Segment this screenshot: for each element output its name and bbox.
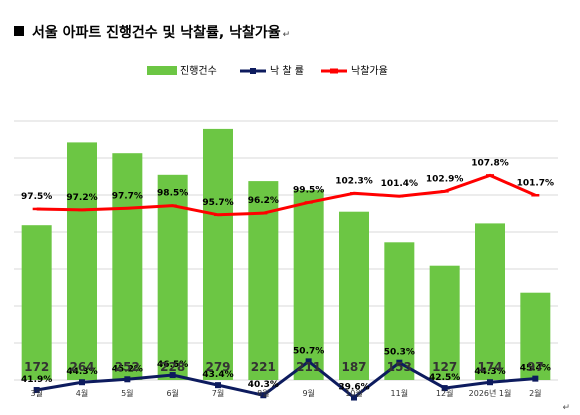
bar-label-3: 228: [160, 360, 185, 374]
win-rate-point-8: [396, 359, 403, 366]
x-tick-label-1: 4월: [76, 388, 88, 398]
price-rate-label-0: 97.5%: [21, 192, 52, 202]
win-rate-label-2: 45.2%: [112, 364, 143, 374]
bar-label-11: 97: [527, 360, 544, 374]
chart-title: 서울 아파트 진행건수 및 낙찰률, 낙찰가율 ↵: [14, 22, 290, 42]
bar-6: [293, 190, 324, 380]
win-rate-point-9: [441, 385, 448, 392]
bar-label-8: 153: [387, 360, 412, 374]
win-rate-point-7: [351, 394, 357, 401]
legend-label-win-rate: 낙 찰 률: [270, 65, 304, 77]
win-rate-point-0: [33, 387, 40, 394]
x-tick-label-0: 3월: [30, 388, 42, 398]
win-rate-point-5: [260, 392, 267, 399]
win-rate-label-5: 40.3%: [248, 380, 279, 390]
bar-label-9: 127: [432, 360, 457, 374]
win-rate-point-2: [124, 376, 131, 383]
win-rate-label-3: 46.5%: [157, 360, 188, 370]
win-rate-point-11: [532, 375, 539, 382]
x-tick-label-3: 6월: [166, 388, 178, 398]
bar-label-7: 187: [341, 360, 366, 374]
win-rate-label-4: 43.4%: [202, 370, 233, 380]
win-rate-point-4: [215, 382, 221, 389]
price-rate-label-6: 99.5%: [293, 185, 324, 195]
win-rate-point-1: [79, 379, 85, 386]
bar-9: [429, 265, 460, 380]
price-rate-label-4: 95.7%: [202, 198, 233, 208]
bar-label-10: 174: [477, 360, 502, 374]
title-text: 서울 아파트 진행건수 및 낙찰률, 낙찰가율: [32, 25, 281, 41]
bar-1: [67, 142, 97, 380]
price-rate-label-2: 97.7%: [112, 191, 143, 201]
bar-4: [203, 128, 233, 380]
price-rate-label-7: 102.3%: [335, 176, 373, 186]
price-rate-label-8: 101.4%: [381, 179, 419, 189]
bar-7: [339, 211, 369, 380]
bar-2: [112, 153, 143, 380]
price-rate-label-9: 102.9%: [426, 174, 464, 184]
x-tick-label-2: 5월: [121, 388, 133, 398]
footer-paragraph-mark-icon: ↵: [562, 403, 570, 413]
win-rate-label-8: 50.3%: [384, 348, 415, 358]
bar-8: [384, 242, 415, 380]
win-rate-label-7: 39.6%: [338, 383, 369, 393]
bar-label-1: 264: [69, 360, 94, 374]
x-tick-label-6: 9월: [302, 388, 314, 398]
win-rate-label-10: 44.3%: [474, 367, 505, 377]
x-tick-label-10: 2026년 1월: [469, 388, 512, 398]
bar-11: [520, 292, 551, 380]
bar-0: [21, 225, 52, 380]
win-rate-point-6: [305, 358, 312, 365]
x-tick-label-11: 2월: [529, 388, 541, 398]
x-tick-label-9: 12월: [436, 388, 454, 398]
title-bullet-icon: [14, 26, 24, 36]
win-rate-point-10: [487, 379, 493, 386]
paragraph-mark-icon: ↵: [282, 30, 291, 40]
win-rate-point-3: [169, 372, 176, 379]
bar-label-0: 172: [24, 360, 49, 374]
win-rate-line: [36, 359, 536, 400]
win-rate-label-6: 50.7%: [293, 346, 324, 356]
price-rate-label-11: 101.7%: [517, 178, 555, 188]
win-rate-label-1: 44.3%: [66, 367, 97, 377]
price-rate-label-10: 107.8%: [471, 158, 509, 168]
win-rate-label-11: 45.4%: [520, 364, 551, 374]
bar-10: [475, 223, 505, 380]
legend-label-bars: 진행건수: [180, 65, 217, 77]
price-rate-label-3: 98.5%: [157, 189, 188, 199]
bar-label-5: 221: [251, 360, 276, 374]
win-rate-label-9: 42.5%: [429, 373, 460, 383]
x-tick-label-4: 7월: [212, 388, 224, 398]
bar-label-6: 211: [296, 360, 321, 374]
price-rate-label-1: 97.2%: [66, 193, 97, 203]
price-rate-label-5: 96.2%: [248, 196, 279, 206]
legend-marker-win-rate: [250, 68, 256, 74]
x-tick-label-7: 10월: [345, 388, 363, 398]
bar-label-2: 252: [115, 360, 140, 374]
x-tick-label-8: 11월: [391, 388, 409, 398]
win-rate-label-0: 41.9%: [21, 375, 52, 385]
x-tick-label-5: 8월: [257, 388, 269, 398]
price-rate-line: [36, 173, 536, 217]
bar-label-4: 279: [205, 360, 230, 374]
legend-label-price-rate: 낙찰가율: [351, 65, 388, 77]
legend-swatch-bars: [147, 66, 177, 75]
